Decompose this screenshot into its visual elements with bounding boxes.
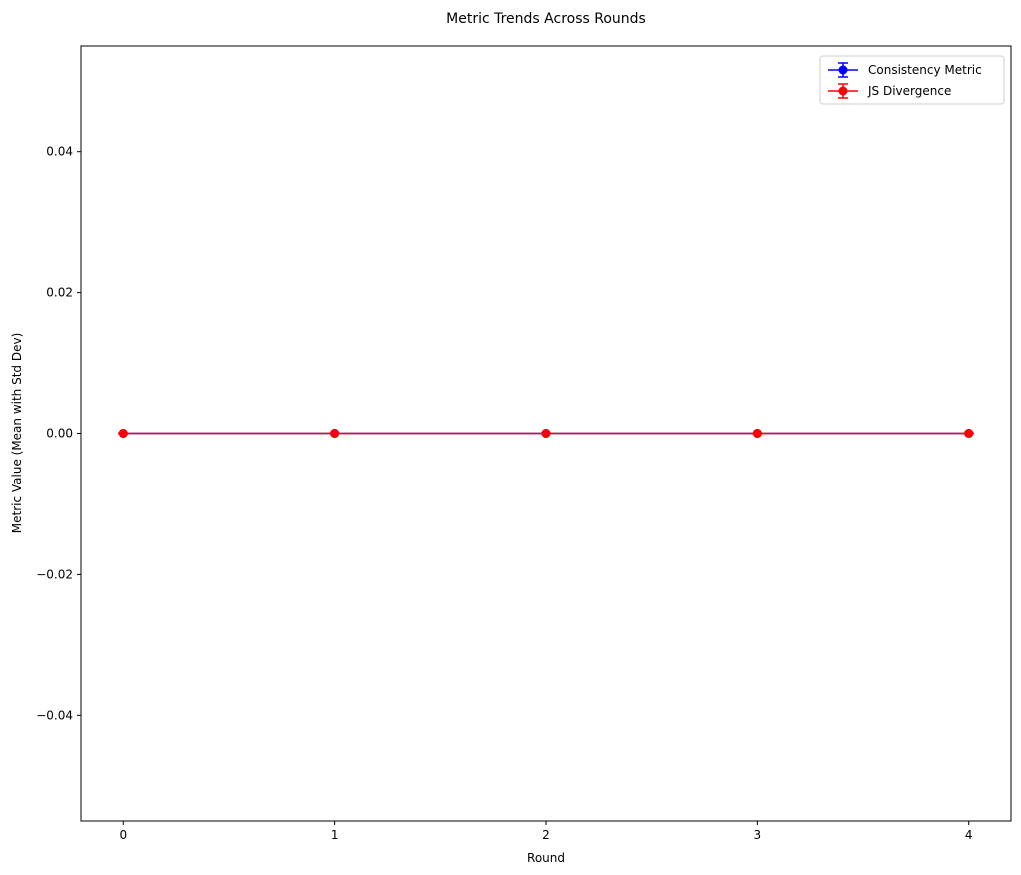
- data-point: [752, 429, 762, 438]
- data-point: [118, 429, 128, 438]
- legend-marker: [838, 86, 848, 96]
- data-point: [964, 429, 974, 438]
- y-axis-label: Metric Value (Mean with Std Dev): [10, 333, 24, 534]
- data-point: [330, 429, 340, 438]
- data-point: [541, 429, 551, 438]
- x-axis: 0 1 2 3 4: [119, 821, 973, 842]
- series-layer: [118, 429, 974, 438]
- y-tick-label: 0.04: [46, 145, 73, 159]
- y-tick-label: −0.02: [36, 567, 73, 581]
- legend: Consistency Metric JS Divergence: [819, 55, 1005, 105]
- x-tick-label: 3: [754, 828, 762, 842]
- y-tick-label: 0.00: [46, 427, 73, 441]
- chart-title: Metric Trends Across Rounds: [446, 11, 646, 27]
- legend-entry: Consistency Metric: [828, 62, 982, 78]
- legend-label: JS Divergence: [867, 84, 951, 98]
- x-tick-label: 1: [331, 828, 339, 842]
- x-axis-label: Round: [527, 851, 565, 865]
- legend-marker: [838, 65, 848, 75]
- legend-entry: JS Divergence: [828, 83, 951, 99]
- legend-label: Consistency Metric: [868, 63, 982, 77]
- series-1: [118, 429, 974, 438]
- y-axis: −0.04 −0.02 0.00 0.02 0.04: [36, 145, 81, 722]
- x-tick-label: 2: [542, 828, 550, 842]
- x-tick-label: 0: [119, 828, 127, 842]
- y-tick-label: −0.04: [36, 708, 73, 722]
- x-tick-label: 4: [965, 828, 973, 842]
- legend-box: [819, 55, 1005, 105]
- y-tick-label: 0.02: [46, 286, 73, 300]
